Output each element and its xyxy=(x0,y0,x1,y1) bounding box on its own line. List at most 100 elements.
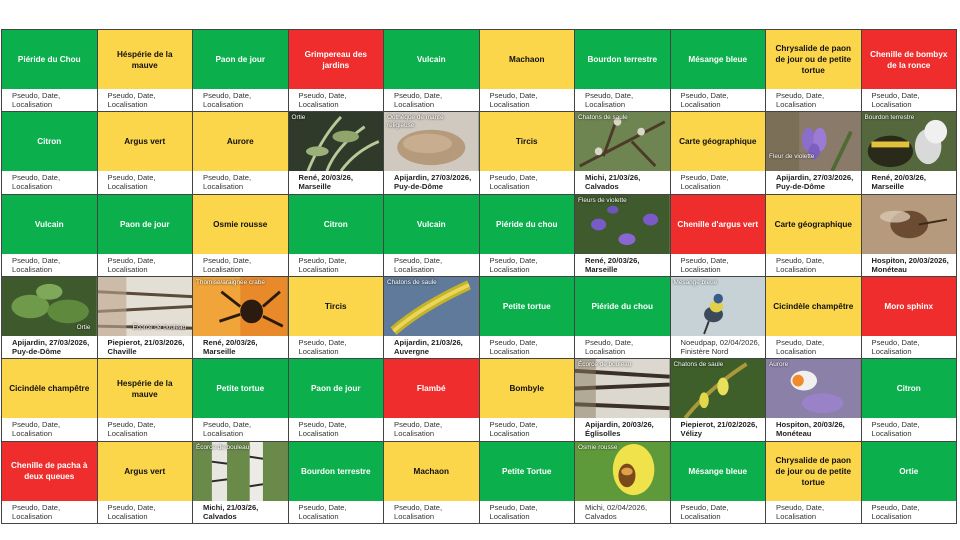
bingo-cell[interactable]: Aurore Hospiton, 20/03/26, Monéteau xyxy=(766,359,862,442)
species-tile[interactable]: Petite Tortue xyxy=(479,441,574,501)
bingo-cell[interactable]: Chatons de saule Piepierot, 21/02/2026, V… xyxy=(670,359,766,442)
bingo-cell[interactable]: Carte géographique Pseudo, Date, Localisa… xyxy=(670,112,766,195)
bingo-cell[interactable]: Vulcain Pseudo, Date, Localisation xyxy=(2,194,98,277)
bingo-cell[interactable]: Vulcain Pseudo, Date, Localisation xyxy=(384,194,480,277)
bingo-cell[interactable]: Bombyle Pseudo, Date, Localisation xyxy=(479,359,575,442)
bingo-cell[interactable]: Hospiton, 20/03/2026, Monéteau xyxy=(861,194,957,277)
bingo-cell[interactable]: Grimpereau des jardins Pseudo, Date, Loca… xyxy=(288,30,384,113)
photo-thumbnail[interactable]: Mésange bleue xyxy=(670,277,765,336)
bingo-cell[interactable]: Machaon Pseudo, Date, Localisation xyxy=(384,441,480,524)
bingo-cell[interactable]: Argus vert Pseudo, Date, Localisation xyxy=(97,441,193,524)
species-tile[interactable]: Vulcain xyxy=(384,30,479,89)
bingo-cell[interactable]: Hespérie de la mauve Pseudo, Date, Locali… xyxy=(97,359,193,442)
species-tile[interactable]: Paon de jour xyxy=(97,194,192,254)
species-tile[interactable]: Citron xyxy=(861,359,956,419)
photo-thumbnail[interactable]: Thomise/araignée crabe xyxy=(193,277,288,336)
species-tile[interactable]: Chrysalide de paon de jour ou de petite … xyxy=(766,30,861,89)
bingo-cell[interactable]: Cicindèle champêtre Pseudo, Date, Localis… xyxy=(766,277,862,360)
bingo-cell[interactable]: Petite tortue Pseudo, Date, Localisation xyxy=(193,359,289,442)
bingo-cell[interactable]: Paon de jour Pseudo, Date, Localisation xyxy=(288,359,384,442)
species-tile[interactable]: Bombyle xyxy=(479,359,574,419)
bingo-cell[interactable]: Osmie rousse Pseudo, Date, Localisation xyxy=(193,194,289,277)
bingo-cell[interactable]: Chenille de pacha à deux queues Pseudo, D… xyxy=(2,441,98,524)
species-tile[interactable]: Tircis xyxy=(479,112,574,172)
photo-thumbnail[interactable]: Chatons de saule xyxy=(575,112,670,172)
species-tile[interactable]: Citron xyxy=(2,112,97,172)
bingo-cell[interactable]: Chenille de bombyx de la ronce Pseudo, Da… xyxy=(861,30,957,113)
species-tile[interactable]: Carte géographique xyxy=(670,112,765,172)
bingo-cell[interactable]: Flambé Pseudo, Date, Localisation xyxy=(384,359,480,442)
photo-thumbnail[interactable]: Chatons de saule xyxy=(670,359,765,419)
photo-thumbnail[interactable]: Fleurs de violette xyxy=(575,194,670,254)
bingo-cell[interactable]: Cicindèle champêtre Pseudo, Date, Localis… xyxy=(2,359,98,442)
species-tile[interactable]: Machaon xyxy=(384,441,479,501)
bingo-cell[interactable]: Machaon Pseudo, Date, Localisation xyxy=(479,30,575,113)
bingo-cell[interactable]: Bourdon terrestre Pseudo, Date, Localisat… xyxy=(575,30,671,113)
photo-thumbnail[interactable]: Chatons de saule xyxy=(384,277,479,336)
bingo-cell[interactable]: Chatons de saule Michi, 21/03/26, Calvado… xyxy=(575,112,671,195)
species-tile[interactable]: Piéride du chou xyxy=(479,194,574,254)
bingo-cell[interactable]: Carte géographique Pseudo, Date, Localisa… xyxy=(766,194,862,277)
bingo-cell[interactable]: Petite tortue Pseudo, Date, Localisation xyxy=(479,277,575,360)
bingo-cell[interactable]: Tircis Pseudo, Date, Localisation xyxy=(479,112,575,195)
species-tile[interactable]: Paon de jour xyxy=(193,30,288,89)
bingo-cell[interactable]: Tircis Pseudo, Date, Localisation xyxy=(288,277,384,360)
species-tile[interactable]: Piéride du chou xyxy=(575,277,670,336)
bingo-cell[interactable]: Osmie rousse Michi, 02/04/2026, Calvados xyxy=(575,441,671,524)
bingo-cell[interactable]: Vulcain Pseudo, Date, Localisation xyxy=(384,30,480,113)
bingo-cell[interactable]: Chenille d'argus vert Pseudo, Date, Local… xyxy=(670,194,766,277)
bingo-cell[interactable]: Aurore Pseudo, Date, Localisation xyxy=(193,112,289,195)
species-tile[interactable]: Grimpereau des jardins xyxy=(288,30,383,89)
bingo-cell[interactable]: Piéride du Chou Pseudo, Date, Localisatio… xyxy=(2,30,98,113)
species-tile[interactable]: Flambé xyxy=(384,359,479,419)
bingo-cell[interactable]: Argus vert Pseudo, Date, Localisation xyxy=(97,112,193,195)
bingo-cell[interactable]: Citron Pseudo, Date, Localisation xyxy=(861,359,957,442)
species-tile[interactable]: Hespérie de la mauve xyxy=(97,359,192,419)
bingo-cell[interactable]: Chrysalide de paon de jour ou de petite … xyxy=(766,441,862,524)
bingo-cell[interactable]: Oothèque de mante religieuse Apijardin, 2… xyxy=(384,112,480,195)
species-tile[interactable]: Mésange bleue xyxy=(670,441,765,501)
bingo-cell[interactable]: Écorce de bouleau Apijardin, 20/03/26, Ég… xyxy=(575,359,671,442)
bingo-cell[interactable]: Ortie Apijardin, 27/03/2026, Puy-de-Dôme xyxy=(2,277,98,360)
species-tile[interactable]: Tircis xyxy=(288,277,383,336)
bingo-cell[interactable]: Mésange bleue Pseudo, Date, Localisation xyxy=(670,30,766,113)
species-tile[interactable]: Bourdon terrestre xyxy=(288,441,383,501)
photo-thumbnail[interactable]: Bourdon terrestre xyxy=(861,112,956,172)
bingo-cell[interactable]: Chatons de saule Apijardin, 21/03/26, Auv… xyxy=(384,277,480,360)
bingo-cell[interactable]: Petite Tortue Pseudo, Date, Localisation xyxy=(479,441,575,524)
bingo-cell[interactable]: Piéride du chou Pseudo, Date, Localisatio… xyxy=(575,277,671,360)
bingo-cell[interactable]: Moro sphinx Pseudo, Date, Localisation xyxy=(861,277,957,360)
species-tile[interactable]: Citron xyxy=(288,194,383,254)
species-tile[interactable]: Mésange bleue xyxy=(670,30,765,89)
bingo-cell[interactable]: Citron Pseudo, Date, Localisation xyxy=(288,194,384,277)
species-tile[interactable]: Bourdon terrestre xyxy=(575,30,670,89)
species-tile[interactable]: Petite tortue xyxy=(479,277,574,336)
bingo-cell[interactable]: Bourdon terrestre Pseudo, Date, Localisat… xyxy=(288,441,384,524)
species-tile[interactable]: Piéride du Chou xyxy=(2,30,97,89)
species-tile[interactable]: Osmie rousse xyxy=(193,194,288,254)
photo-thumbnail[interactable]: Ortie xyxy=(2,277,97,336)
photo-thumbnail[interactable]: Fleur de violette xyxy=(766,112,861,172)
species-tile[interactable]: Petite tortue xyxy=(193,359,288,419)
species-tile[interactable]: Cicindèle champêtre xyxy=(2,359,97,419)
species-tile[interactable]: Vulcain xyxy=(384,194,479,254)
photo-thumbnail[interactable]: Ortie xyxy=(288,112,383,172)
bingo-cell[interactable]: Fleurs de violette René, 20/03/26, Marsei… xyxy=(575,194,671,277)
bingo-cell[interactable]: Écorce de bouleau Piepierot, 21/03/2026, … xyxy=(97,277,193,360)
bingo-cell[interactable]: Piéride du chou Pseudo, Date, Localisatio… xyxy=(479,194,575,277)
bingo-cell[interactable]: Paon de jour Pseudo, Date, Localisation xyxy=(97,194,193,277)
species-tile[interactable]: Chrysalide de paon de jour ou de petite … xyxy=(766,441,861,501)
species-tile[interactable]: Cicindèle champêtre xyxy=(766,277,861,336)
bingo-cell[interactable]: Écorce de bouleau Michi, 21/03/26, Calvad… xyxy=(193,441,289,524)
bingo-cell[interactable]: Héspérie de la mauve Pseudo, Date, Locali… xyxy=(97,30,193,113)
bingo-cell[interactable]: Bourdon terrestre René, 20/03/26, Marseil… xyxy=(861,112,957,195)
species-tile[interactable]: Chenille de bombyx de la ronce xyxy=(861,30,956,89)
photo-thumbnail[interactable]: Osmie rousse xyxy=(575,441,670,501)
species-tile[interactable]: Carte géographique xyxy=(766,194,861,254)
species-tile[interactable]: Argus vert xyxy=(97,441,192,501)
bingo-cell[interactable]: Thomise/araignée crabe René, 20/03/26, Ma… xyxy=(193,277,289,360)
photo-thumbnail[interactable]: Écorce de bouleau xyxy=(193,441,288,501)
species-tile[interactable]: Héspérie de la mauve xyxy=(97,30,192,89)
species-tile[interactable]: Chenille de pacha à deux queues xyxy=(2,441,97,501)
species-tile[interactable]: Chenille d'argus vert xyxy=(670,194,765,254)
